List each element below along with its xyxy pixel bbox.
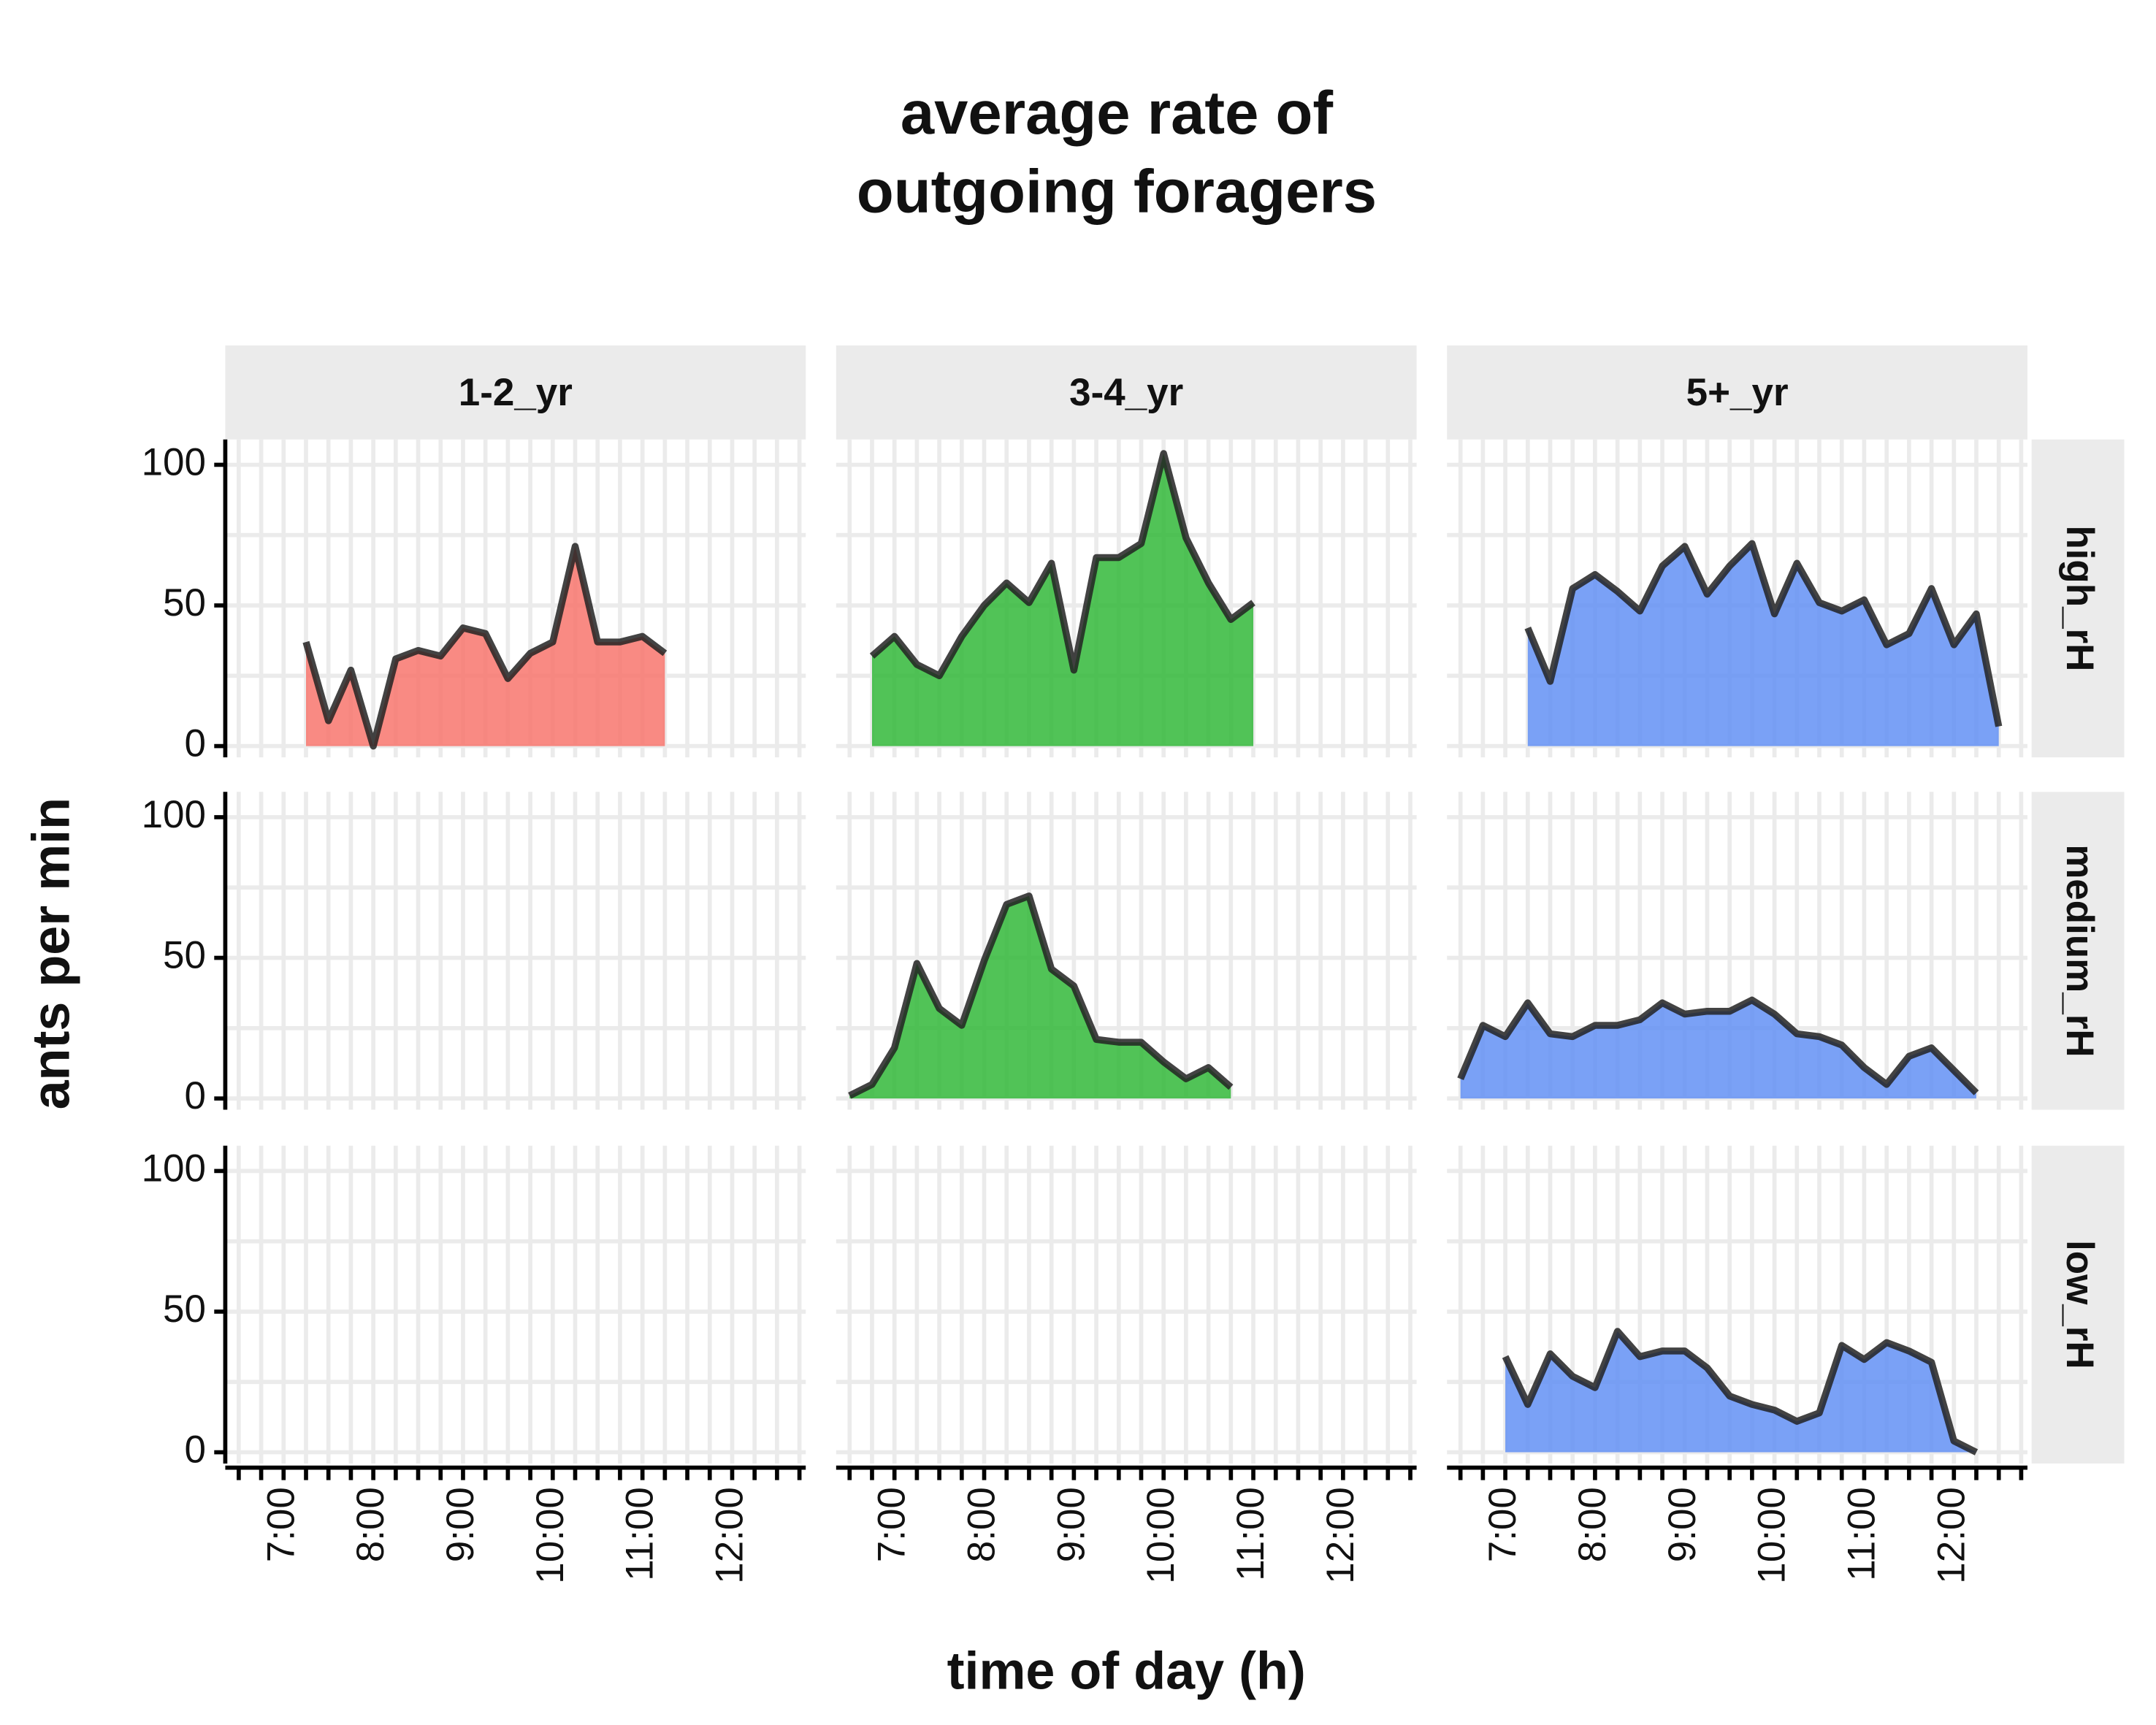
y-tick-label: 100: [142, 793, 206, 836]
x-tick-label: 12:00: [1930, 1487, 1973, 1584]
facet-strip: [2031, 1145, 2125, 1464]
x-tick-label: 12:00: [708, 1487, 751, 1584]
y-tick-label: 0: [184, 722, 205, 765]
line: [1457, 996, 1979, 1095]
chart-title-line: average rate of: [901, 79, 1334, 147]
x-tick-label: 10:00: [529, 1487, 572, 1584]
x-tick-label: 10:00: [1751, 1487, 1794, 1584]
y-axis-title: ants per min: [23, 798, 81, 1109]
line: [1524, 540, 2003, 727]
area: [1460, 1000, 1976, 1099]
area: [306, 546, 665, 746]
x-axis-title: time of day (h): [947, 1642, 1306, 1700]
facet-strip: [836, 345, 1417, 440]
facet-strip-label: low_rH: [2058, 1240, 2101, 1369]
facet-strip-label: medium_rH: [2058, 844, 2101, 1057]
x-tick-label: 9:00: [1050, 1487, 1093, 1562]
facet-strip: [2031, 792, 2125, 1110]
area: [1505, 1331, 1976, 1453]
y-tick-label: 0: [184, 1074, 205, 1117]
facet-strip-label: high_rH: [2058, 525, 2101, 671]
facet-strip: [2031, 439, 2125, 757]
area: [849, 895, 1231, 1099]
x-tick-label: 7:00: [259, 1487, 302, 1562]
line: [1502, 1328, 1979, 1456]
line: [848, 892, 1234, 1099]
y-tick-label: 50: [163, 934, 206, 977]
y-tick-label: 100: [142, 440, 206, 483]
x-tick-label: 10:00: [1139, 1487, 1182, 1584]
facet-strip: [225, 345, 806, 440]
line: [869, 450, 1255, 680]
x-tick-label: 8:00: [1571, 1487, 1614, 1562]
chart-title-line: outgoing foragers: [857, 158, 1377, 226]
y-tick-label: 50: [163, 1288, 206, 1331]
y-tick-label: 0: [184, 1428, 205, 1472]
facet-strip: [1447, 345, 2028, 440]
x-tick-label: 7:00: [1481, 1487, 1524, 1562]
x-tick-label: 8:00: [349, 1487, 392, 1562]
x-tick-label: 9:00: [1661, 1487, 1704, 1562]
x-tick-label: 8:00: [960, 1487, 1004, 1562]
facet-strip-label: 1-2_yr: [459, 371, 573, 414]
area: [1527, 543, 1999, 746]
x-tick-label: 9:00: [439, 1487, 482, 1562]
x-tick-label: 12:00: [1319, 1487, 1362, 1584]
line: [302, 543, 668, 750]
y-tick-label: 50: [163, 581, 206, 624]
x-tick-label: 11:00: [619, 1487, 662, 1581]
facet-strip-label: 5+_yr: [1686, 371, 1789, 414]
area: [871, 454, 1254, 746]
x-tick-label: 7:00: [871, 1487, 914, 1562]
x-tick-label: 11:00: [1229, 1487, 1272, 1581]
facet-strip-label: 3-4_yr: [1069, 371, 1183, 414]
x-tick-label: 11:00: [1840, 1487, 1883, 1581]
y-tick-label: 100: [142, 1147, 206, 1190]
